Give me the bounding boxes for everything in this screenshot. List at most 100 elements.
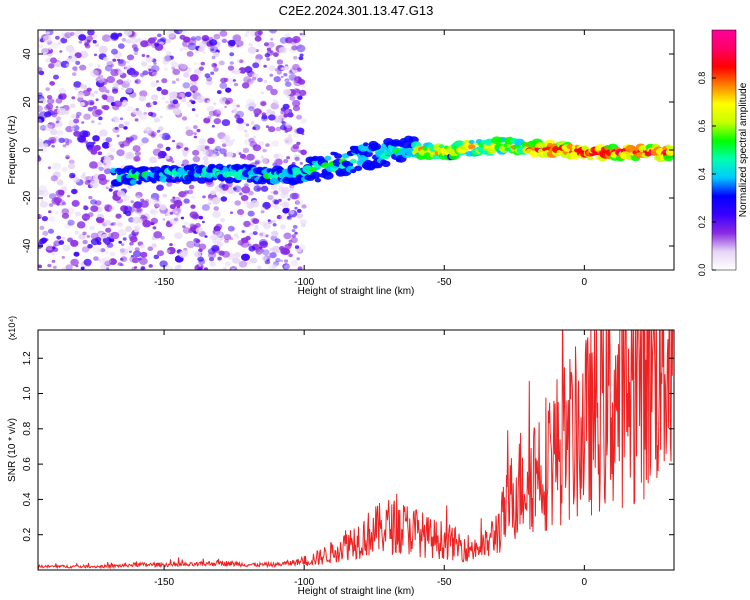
spectrogram-noise-cell bbox=[38, 190, 44, 196]
spectrogram-noise-cell bbox=[95, 43, 100, 47]
spectrogram-noise-cell bbox=[292, 144, 300, 150]
spectrogram-noise-cell bbox=[77, 92, 85, 98]
spectrogram-noise-cell bbox=[283, 113, 289, 118]
spectrogram-noise-cell bbox=[270, 88, 278, 96]
spectrogram-noise-cell bbox=[51, 259, 56, 263]
spectrogram-noise-cell bbox=[67, 139, 73, 144]
spectrogram-noise-cell bbox=[164, 38, 171, 44]
spectrogram-noise-cell bbox=[252, 62, 260, 69]
spectrogram-noise-cell bbox=[149, 208, 159, 216]
spectrogram-noise-cell bbox=[104, 64, 113, 72]
spectrogram-noise-cell bbox=[187, 38, 197, 46]
spectrogram-noise-cell bbox=[116, 190, 126, 198]
spectrogram-noise-cell bbox=[117, 43, 125, 49]
spectrogram-noise-cell bbox=[71, 188, 78, 195]
spectrogram-noise-cell bbox=[63, 33, 70, 40]
spectrogram-signal-cell bbox=[165, 177, 173, 183]
spectrogram-y-tick-label: -20 bbox=[22, 190, 33, 205]
spectrogram-noise-cell bbox=[140, 61, 148, 67]
spectrogram-noise-cell bbox=[163, 265, 173, 270]
spectrogram-noise-cell bbox=[216, 107, 224, 114]
spectrogram-noise-cell bbox=[150, 217, 158, 224]
spectrogram-noise-cell bbox=[253, 226, 259, 231]
spectrogram-noise-cell bbox=[238, 152, 242, 155]
spectrogram-noise-cell bbox=[74, 211, 81, 217]
spectrogram-noise-cell bbox=[236, 123, 245, 131]
spectrogram-noise-cell bbox=[211, 124, 215, 128]
spectrogram-noise-cell bbox=[89, 101, 95, 105]
spectrogram-noise-cell bbox=[116, 79, 124, 85]
spectrogram-noise-cell bbox=[224, 100, 231, 105]
spectrogram-noise-cell bbox=[265, 125, 270, 129]
spectrogram-noise-cell bbox=[296, 141, 301, 146]
spectrogram-noise-cell bbox=[55, 97, 63, 104]
spectrogram-noise-cell bbox=[117, 262, 123, 266]
spectrogram-noise-cell bbox=[161, 96, 166, 101]
spectrogram-noise-cell bbox=[172, 99, 179, 105]
spectrogram-noise-cell bbox=[88, 63, 93, 67]
spectrogram-noise-cell bbox=[267, 194, 274, 201]
spectrogram-noise-cell bbox=[82, 239, 88, 245]
spectrogram-noise-cell bbox=[81, 213, 90, 221]
spectrogram-noise-cell bbox=[110, 147, 116, 153]
spectrogram-noise-cell bbox=[98, 116, 103, 121]
spectrogram-noise-cell bbox=[176, 214, 180, 217]
spectrogram-noise-cell bbox=[118, 123, 125, 129]
spectrogram-noise-cell bbox=[97, 64, 101, 68]
spectrogram-noise-cell bbox=[108, 238, 112, 242]
spectrogram-noise-cell bbox=[52, 171, 61, 179]
spectrogram-noise-cell bbox=[138, 141, 145, 147]
spectrogram-noise-cell bbox=[88, 195, 93, 200]
spectrogram-noise-cell bbox=[193, 135, 198, 139]
spectrogram-signal-cell bbox=[350, 168, 357, 174]
spectrogram-noise-cell bbox=[140, 251, 148, 258]
spectrogram-noise-cell bbox=[95, 77, 102, 83]
spectrogram-noise-cell bbox=[197, 267, 202, 270]
spectrogram-noise-cell bbox=[284, 33, 291, 39]
spectrogram-noise-cell bbox=[215, 223, 223, 230]
spectrogram-noise-cell bbox=[259, 110, 263, 114]
spectrogram-noise-cell bbox=[38, 141, 45, 148]
spectrogram-noise-cell bbox=[48, 210, 52, 214]
spectrogram-noise-cell bbox=[212, 201, 217, 206]
spectrogram-noise-cell bbox=[164, 155, 170, 160]
spectrogram-noise-cell bbox=[61, 201, 67, 206]
spectrogram-noise-cell bbox=[39, 200, 48, 208]
spectrogram-noise-cell bbox=[125, 39, 131, 44]
spectrogram-noise-cell bbox=[58, 240, 65, 245]
spectrogram-noise-cell bbox=[108, 258, 117, 265]
snr-y-axis-label: SNR (10 * v/v) bbox=[7, 418, 18, 482]
spectrogram-noise-cell bbox=[73, 81, 82, 88]
spectrogram-noise-cell bbox=[110, 68, 120, 77]
spectrogram-noise-cell bbox=[125, 151, 135, 160]
spectrogram-noise-cell bbox=[86, 87, 92, 92]
spectrogram-noise-cell bbox=[282, 263, 290, 270]
spectrogram-noise-cell bbox=[89, 161, 98, 169]
spectrogram-noise-cell bbox=[134, 225, 141, 231]
spectrogram-noise-cell bbox=[280, 259, 284, 262]
spectrogram-noise-cell bbox=[182, 225, 186, 229]
spectrogram-noise-cell bbox=[202, 195, 206, 199]
spectrogram-noise-cell bbox=[63, 138, 70, 143]
spectrogram-noise-cell bbox=[260, 91, 265, 95]
spectrogram-noise-cell bbox=[156, 80, 159, 83]
spectrogram-noise-cell bbox=[245, 104, 251, 109]
spectrogram-noise-cell bbox=[218, 60, 225, 66]
spectrogram-noise-cell bbox=[96, 216, 103, 223]
spectrogram-noise-cell bbox=[97, 173, 107, 181]
spectrogram-noise-cell bbox=[230, 191, 236, 196]
spectrogram-noise-cell bbox=[102, 257, 112, 265]
spectrogram-noise-cell bbox=[105, 95, 115, 103]
spectrogram-noise-cell bbox=[203, 267, 209, 270]
spectrogram-noise-cell bbox=[171, 80, 176, 84]
spectrogram-noise-cell bbox=[197, 256, 204, 262]
spectrogram-noise-cell bbox=[125, 87, 133, 94]
spectrogram-noise-cell bbox=[69, 103, 76, 109]
spectrogram-noise-cell bbox=[164, 134, 171, 140]
spectrogram-noise-cell bbox=[131, 44, 138, 49]
spectrogram-noise-cell bbox=[49, 81, 55, 86]
spectrogram-noise-cell bbox=[225, 139, 234, 147]
spectrogram-signal-cell bbox=[374, 162, 383, 169]
spectrogram-y-tick-label: -40 bbox=[22, 238, 33, 253]
spectrogram-noise-cell bbox=[270, 184, 278, 190]
